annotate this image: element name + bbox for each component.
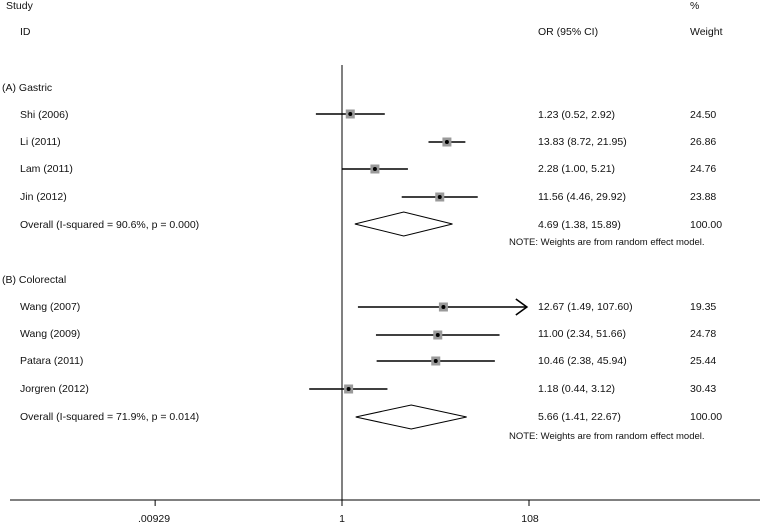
or-ci-value: 1.18 (0.44, 3.12) [538,383,616,395]
study-label: Li (2011) [20,136,61,148]
weight-value: 30.43 [690,383,717,395]
ci-arrow [515,298,529,316]
header-or-ci: OR (95% CI) [538,26,599,38]
group-label-colorectal: (B) Colorectal [2,274,67,286]
study-label: Patara (2011) [20,355,84,367]
study-label: Wang (2009) [20,328,81,340]
study-label: Wang (2007) [20,301,81,313]
or-ci-value: 11.00 (2.34, 51.66) [538,328,626,340]
weight-value: 24.78 [690,328,717,340]
overall-diamond [355,404,467,430]
x-tick-label: .00929 [138,513,171,525]
study-point [437,195,442,199]
study-label: Jorgren (2012) [20,383,89,395]
weight-value: 24.76 [690,163,717,175]
x-tick-label: 108 [521,513,539,525]
study-label: Shi (2006) [20,109,69,121]
overall-or-ci-value: 4.69 (1.38, 15.89) [538,219,621,231]
study-point [372,167,377,171]
overall-label: Overall (I-squared = 90.6%, p = 0.000) [20,219,200,231]
header-id: ID [20,26,31,38]
study-label: Lam (2011) [20,163,73,175]
or-ci-value: 11.56 (4.46, 29.92) [538,191,626,203]
weight-value: 26.86 [690,136,717,148]
weight-value: 25.44 [690,355,717,367]
weight-value: 23.88 [690,191,717,203]
overall-or-ci-value: 5.66 (1.41, 22.67) [538,411,621,423]
or-ci-value: 2.28 (1.00, 5.21) [538,163,616,175]
overall-label: Overall (I-squared = 71.9%, p = 0.014) [20,411,200,423]
header-percent: % [690,0,700,12]
overall-weight-value: 100.00 [690,219,723,231]
header-study: Study [6,0,33,12]
weights-note: NOTE: Weights are from random effect mod… [509,431,705,442]
overall-weight-value: 100.00 [690,411,723,423]
or-ci-value: 12.67 (1.49, 107.60) [538,301,633,313]
study-point [348,112,353,116]
header-weight: Weight [690,26,723,38]
x-tick-label: 1 [339,513,345,525]
overall-diamond [354,211,453,237]
study-point [435,333,440,337]
weight-value: 24.50 [690,109,717,121]
or-ci-value: 10.46 (2.38, 45.94) [538,355,627,367]
or-ci-value: 13.83 (8.72, 21.95) [538,136,627,148]
weights-note: NOTE: Weights are from random effect mod… [509,237,705,248]
group-label-gastric: (A) Gastric [2,82,53,94]
weight-value: 19.35 [690,301,717,313]
study-point [441,305,446,309]
or-ci-value: 1.23 (0.52, 2.92) [538,109,616,121]
study-point [346,387,351,391]
study-point [433,359,438,363]
study-label: Jin (2012) [20,191,67,203]
study-point [444,140,449,144]
